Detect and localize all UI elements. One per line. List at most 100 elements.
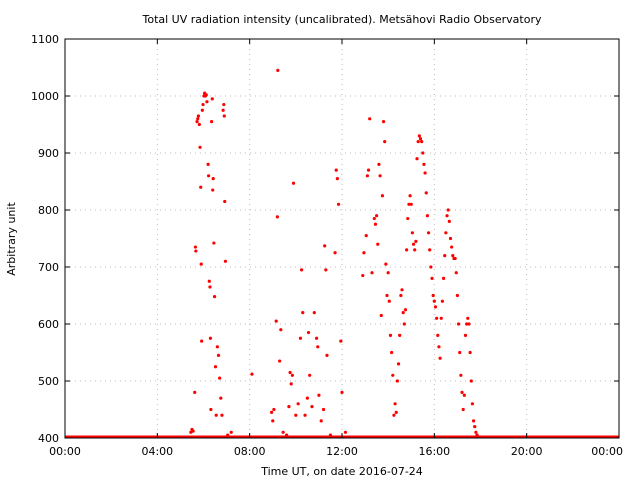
- data-point: [459, 373, 463, 377]
- data-point: [463, 333, 468, 337]
- data-point: [275, 215, 279, 219]
- data-point: [274, 319, 278, 323]
- data-point: [208, 285, 212, 289]
- data-point: [470, 402, 475, 406]
- data-point: [201, 102, 205, 107]
- data-point: [417, 134, 421, 138]
- y-tick-label: 1100: [31, 33, 59, 46]
- data-point: [416, 140, 420, 144]
- data-point: [467, 322, 471, 326]
- data-point: [399, 293, 403, 298]
- data-point: [198, 145, 202, 149]
- data-point: [250, 372, 254, 376]
- data-point: [285, 433, 289, 437]
- data-point: [425, 214, 430, 218]
- data-point: [193, 245, 198, 249]
- data-point: [325, 353, 329, 357]
- x-tick-label: 20:00: [511, 445, 543, 458]
- data-point: [424, 191, 428, 195]
- y-tick-label: 600: [38, 318, 59, 331]
- data-point: [421, 151, 425, 155]
- data-point: [395, 379, 399, 383]
- data-point: [370, 271, 374, 275]
- data-point: [474, 430, 478, 434]
- data-point: [272, 407, 276, 412]
- data-point: [373, 222, 378, 226]
- data-point: [447, 219, 451, 223]
- data-point: [461, 407, 465, 412]
- data-point: [219, 396, 223, 400]
- data-point: [289, 382, 293, 386]
- data-point: [436, 333, 440, 337]
- data-point: [441, 276, 446, 280]
- data-point: [218, 376, 222, 380]
- data-point: [384, 262, 388, 266]
- data-point: [386, 271, 390, 275]
- data-point: [372, 216, 376, 221]
- data-point: [301, 311, 305, 315]
- data-point: [214, 413, 218, 417]
- data-point: [206, 162, 210, 166]
- data-point: [396, 362, 401, 366]
- data-point: [381, 120, 386, 124]
- data-point: [199, 185, 203, 189]
- data-point: [210, 97, 214, 101]
- data-point: [450, 245, 454, 249]
- data-point: [388, 333, 393, 337]
- data-point: [209, 407, 213, 412]
- data-point: [430, 276, 434, 280]
- data-point: [432, 299, 436, 303]
- data-point: [469, 379, 473, 383]
- data-point: [300, 268, 304, 272]
- data-point: [333, 251, 337, 255]
- data-point: [196, 117, 200, 121]
- y-tick-label: 900: [38, 147, 59, 160]
- data-point: [433, 305, 438, 309]
- data-point: [440, 299, 445, 303]
- data-point: [191, 429, 195, 433]
- data-point: [343, 430, 348, 434]
- data-point: [435, 316, 439, 320]
- chart-title: Total UV radiation intensity (uncalibrat…: [142, 13, 542, 26]
- x-tick-label: 16:00: [418, 445, 450, 458]
- data-point: [213, 365, 218, 369]
- data-point: [336, 202, 341, 206]
- data-point: [394, 410, 398, 414]
- data-point: [380, 194, 384, 198]
- data-point: [196, 114, 201, 118]
- data-point: [361, 273, 365, 278]
- data-point: [306, 330, 311, 335]
- data-point: [393, 402, 397, 406]
- data-point: [406, 216, 410, 221]
- data-point: [409, 202, 413, 206]
- data-point: [315, 336, 319, 340]
- data-point: [221, 108, 225, 112]
- data-point: [226, 433, 230, 437]
- data-point: [207, 279, 211, 283]
- data-point: [403, 308, 408, 312]
- data-point: [204, 93, 208, 97]
- data-point: [222, 114, 226, 118]
- data-point: [323, 244, 327, 248]
- data-point: [291, 181, 296, 185]
- data-point: [426, 231, 431, 235]
- data-point: [215, 345, 219, 349]
- data-point: [365, 174, 369, 178]
- data-point: [335, 177, 339, 181]
- data-point: [398, 333, 402, 337]
- data-point: [222, 102, 226, 107]
- data-point: [195, 120, 199, 124]
- data-point: [308, 373, 312, 377]
- data-points: [189, 68, 479, 437]
- data-point: [328, 433, 333, 437]
- data-point: [456, 322, 461, 326]
- data-point: [212, 295, 217, 299]
- data-point: [216, 353, 221, 357]
- data-point: [401, 311, 405, 315]
- data-point: [390, 350, 394, 355]
- data-point: [269, 410, 274, 414]
- data-point: [385, 293, 389, 298]
- data-point: [209, 120, 214, 124]
- data-point: [376, 242, 380, 246]
- data-point: [468, 350, 472, 355]
